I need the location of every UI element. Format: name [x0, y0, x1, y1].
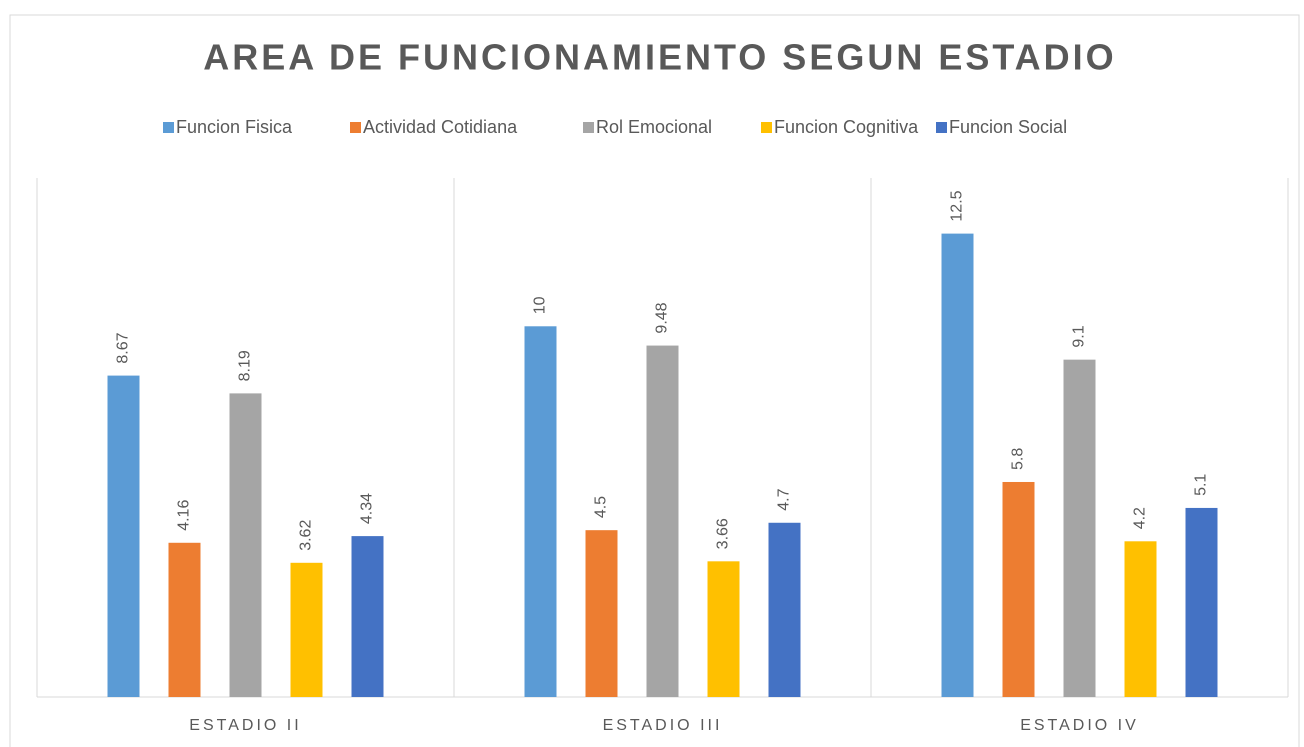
data-label: 8.19: [237, 350, 254, 381]
bar: [107, 375, 140, 697]
bar: [229, 393, 262, 697]
legend-label: Actividad Cotidiana: [363, 117, 518, 137]
data-label: 3.66: [715, 518, 732, 549]
legend-label: Funcion Social: [949, 117, 1067, 137]
bar: [941, 233, 974, 697]
legend-swatch: [761, 122, 772, 133]
data-label: 8.67: [115, 332, 132, 363]
data-label: 3.62: [298, 520, 315, 551]
legend-label: Funcion Fisica: [176, 117, 293, 137]
x-tick-label: ESTADIO III: [603, 717, 723, 734]
bar: [290, 562, 323, 697]
x-tick-label: ESTADIO II: [189, 717, 301, 734]
legend-swatch: [163, 122, 174, 133]
chart-title: AREA DE FUNCIONAMIENTO SEGUN ESTADIO: [203, 37, 1116, 78]
data-label: 9.1: [1071, 325, 1088, 347]
legend-swatch: [936, 122, 947, 133]
data-label: 5.1: [1193, 474, 1210, 496]
data-label: 4.16: [176, 500, 193, 531]
bar: [768, 522, 801, 697]
bar: [1002, 481, 1035, 697]
bar: [1124, 541, 1157, 697]
bar: [585, 530, 618, 697]
bar: [351, 536, 384, 697]
legend-label: Funcion Cognitiva: [774, 117, 919, 137]
data-label: 10: [532, 296, 549, 314]
legend-label: Rol Emocional: [596, 117, 712, 137]
data-label: 4.34: [359, 493, 376, 524]
data-label: 12.5: [949, 190, 966, 221]
bar: [707, 561, 740, 697]
bar: [1185, 507, 1218, 697]
bar: [646, 345, 679, 697]
data-label: 4.7: [776, 488, 793, 510]
data-label: 4.2: [1132, 507, 1149, 529]
data-label: 4.5: [593, 496, 610, 518]
legend-swatch: [583, 122, 594, 133]
bar: [1063, 359, 1096, 697]
x-tick-label: ESTADIO IV: [1020, 717, 1139, 734]
data-label: 9.48: [654, 302, 671, 333]
bar: [524, 326, 557, 697]
legend-swatch: [350, 122, 361, 133]
data-label: 5.8: [1010, 448, 1027, 470]
bar: [168, 542, 201, 697]
